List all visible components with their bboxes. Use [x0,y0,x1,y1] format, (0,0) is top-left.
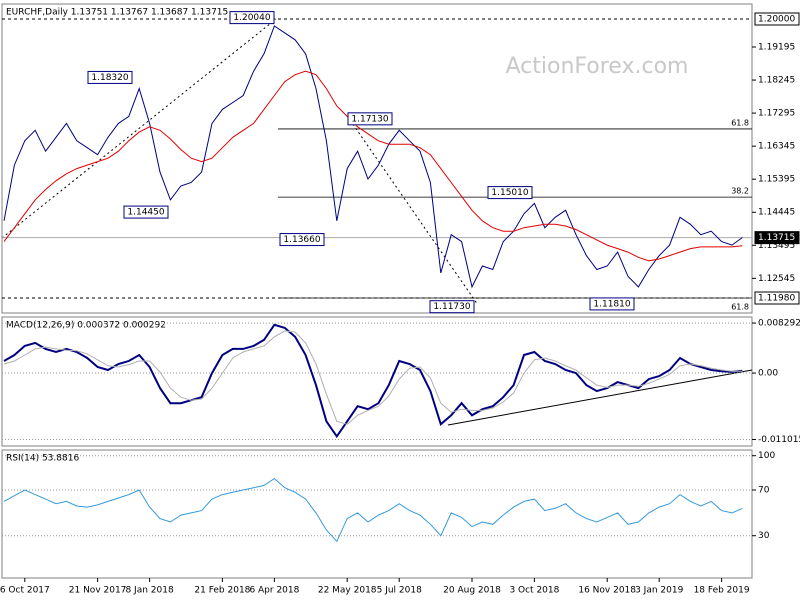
panel-title: MACD(12,26,9) 0.000372 0.000292 [6,321,166,331]
annotation-box [347,112,393,126]
annotation-label: 1.11810 [593,299,630,309]
y-tick-label: 0.008292 [758,319,800,329]
x-tick-label: 20 Aug 2018 [443,586,501,596]
annotation-box [87,70,133,84]
macd-panel [1,316,753,447]
x-tick-label: 6 Oct 2017 [0,586,50,596]
annotation-label: 1.13660 [283,235,320,245]
annotation-box [589,297,635,311]
x-tick-label: 18 Feb 2019 [694,586,750,596]
annotation-box [487,186,533,200]
level-box [754,291,800,305]
series-line [3,70,743,262]
annotation-label: 1.14450 [127,208,164,218]
x-tick-label: 16 Nov 2018 [578,586,636,596]
panel-title: EURCHF,Daily 1.13751 1.13767 1.13687 1.1… [6,8,228,18]
level-box [754,231,800,245]
y-tick-label: 30 [758,531,770,541]
annotation-box [429,300,475,314]
x-tick-label: 21 Feb 2018 [194,586,250,596]
trend-line [1,18,277,239]
y-tick-label: 1.15395 [758,175,795,185]
fib-label: 61.8 [731,118,749,127]
y-tick-label: 100 [758,451,775,461]
fib-label: 61.8 [731,303,749,312]
y-tick-label: 0.00 [758,369,778,379]
annotation-label: 1.18320 [91,73,128,83]
annotation-label: 1.15010 [491,188,528,198]
level-label: 1.13715 [758,233,795,243]
y-tick-label: 1.12545 [758,274,795,284]
y-tick-label: 1.14445 [758,208,795,218]
y-tick-label: 70 [758,486,770,496]
fib-label: 38.2 [731,187,749,196]
rsi-panel [1,449,753,579]
watermark: ActionForex.com [506,54,689,79]
y-tick-label: 1.16345 [758,142,795,152]
macd-trend-line [447,369,753,426]
y-tick-label: -0.011015 [758,435,800,445]
series-line [3,477,743,543]
panel-title: RSI(14) 53.8816 [6,454,79,464]
series-line [3,323,743,439]
x-tick-label: 5 Jul 2018 [377,586,422,596]
annotation-box [123,205,169,219]
y-tick-label: 1.13495 [758,241,795,251]
price-panel [1,3,753,314]
annotation-label: 1.11730 [433,302,470,312]
y-tick-label: 1.19195 [758,42,795,52]
series-line [3,25,743,289]
level-box [754,12,800,26]
series-line [3,330,743,425]
x-tick-label: 6 Apr 2018 [249,586,299,596]
y-tick-label: 1.18245 [758,76,795,86]
annotation-box [279,233,325,247]
y-tick-label: 1.17295 [758,109,795,119]
annotation-label: 1.20040 [233,13,270,23]
x-tick-label: 21 Nov 2017 [69,586,127,596]
x-tick-label: 8 Jan 2018 [125,586,173,596]
level-label: 1.11980 [758,294,795,304]
annotation-label: 1.17130 [351,114,388,124]
level-label: 1.20000 [758,14,795,24]
x-tick-label: 3 Oct 2018 [509,586,559,596]
x-tick-label: 3 Jan 2019 [635,586,683,596]
x-tick-label: 22 May 2018 [318,586,377,596]
annotation-box [229,11,275,25]
